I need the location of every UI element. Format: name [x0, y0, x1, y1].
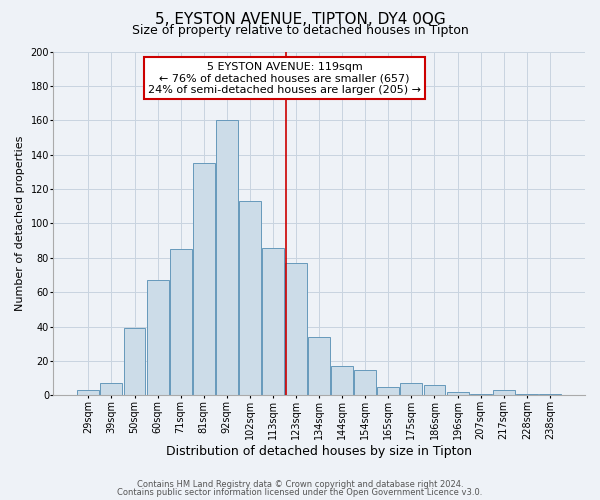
Text: 5, EYSTON AVENUE, TIPTON, DY4 0QG: 5, EYSTON AVENUE, TIPTON, DY4 0QG: [155, 12, 445, 28]
Bar: [193, 164, 215, 396]
Bar: [331, 366, 353, 396]
Bar: [170, 249, 191, 396]
Bar: [516, 394, 538, 396]
Bar: [377, 387, 399, 396]
X-axis label: Distribution of detached houses by size in Tipton: Distribution of detached houses by size …: [166, 444, 472, 458]
Bar: [100, 384, 122, 396]
Bar: [239, 201, 261, 396]
Bar: [446, 392, 469, 396]
Bar: [539, 394, 561, 396]
Bar: [77, 390, 100, 396]
Bar: [308, 337, 330, 396]
Bar: [424, 385, 445, 396]
Text: Contains HM Land Registry data © Crown copyright and database right 2024.: Contains HM Land Registry data © Crown c…: [137, 480, 463, 489]
Bar: [262, 248, 284, 396]
Bar: [216, 120, 238, 396]
Text: Size of property relative to detached houses in Tipton: Size of property relative to detached ho…: [131, 24, 469, 37]
Text: 5 EYSTON AVENUE: 119sqm
← 76% of detached houses are smaller (657)
24% of semi-d: 5 EYSTON AVENUE: 119sqm ← 76% of detache…: [148, 62, 421, 95]
Y-axis label: Number of detached properties: Number of detached properties: [15, 136, 25, 311]
Bar: [355, 370, 376, 396]
Bar: [493, 390, 515, 396]
Bar: [285, 263, 307, 396]
Text: Contains public sector information licensed under the Open Government Licence v3: Contains public sector information licen…: [118, 488, 482, 497]
Bar: [400, 384, 422, 396]
Bar: [146, 280, 169, 396]
Bar: [470, 394, 491, 396]
Bar: [124, 328, 145, 396]
